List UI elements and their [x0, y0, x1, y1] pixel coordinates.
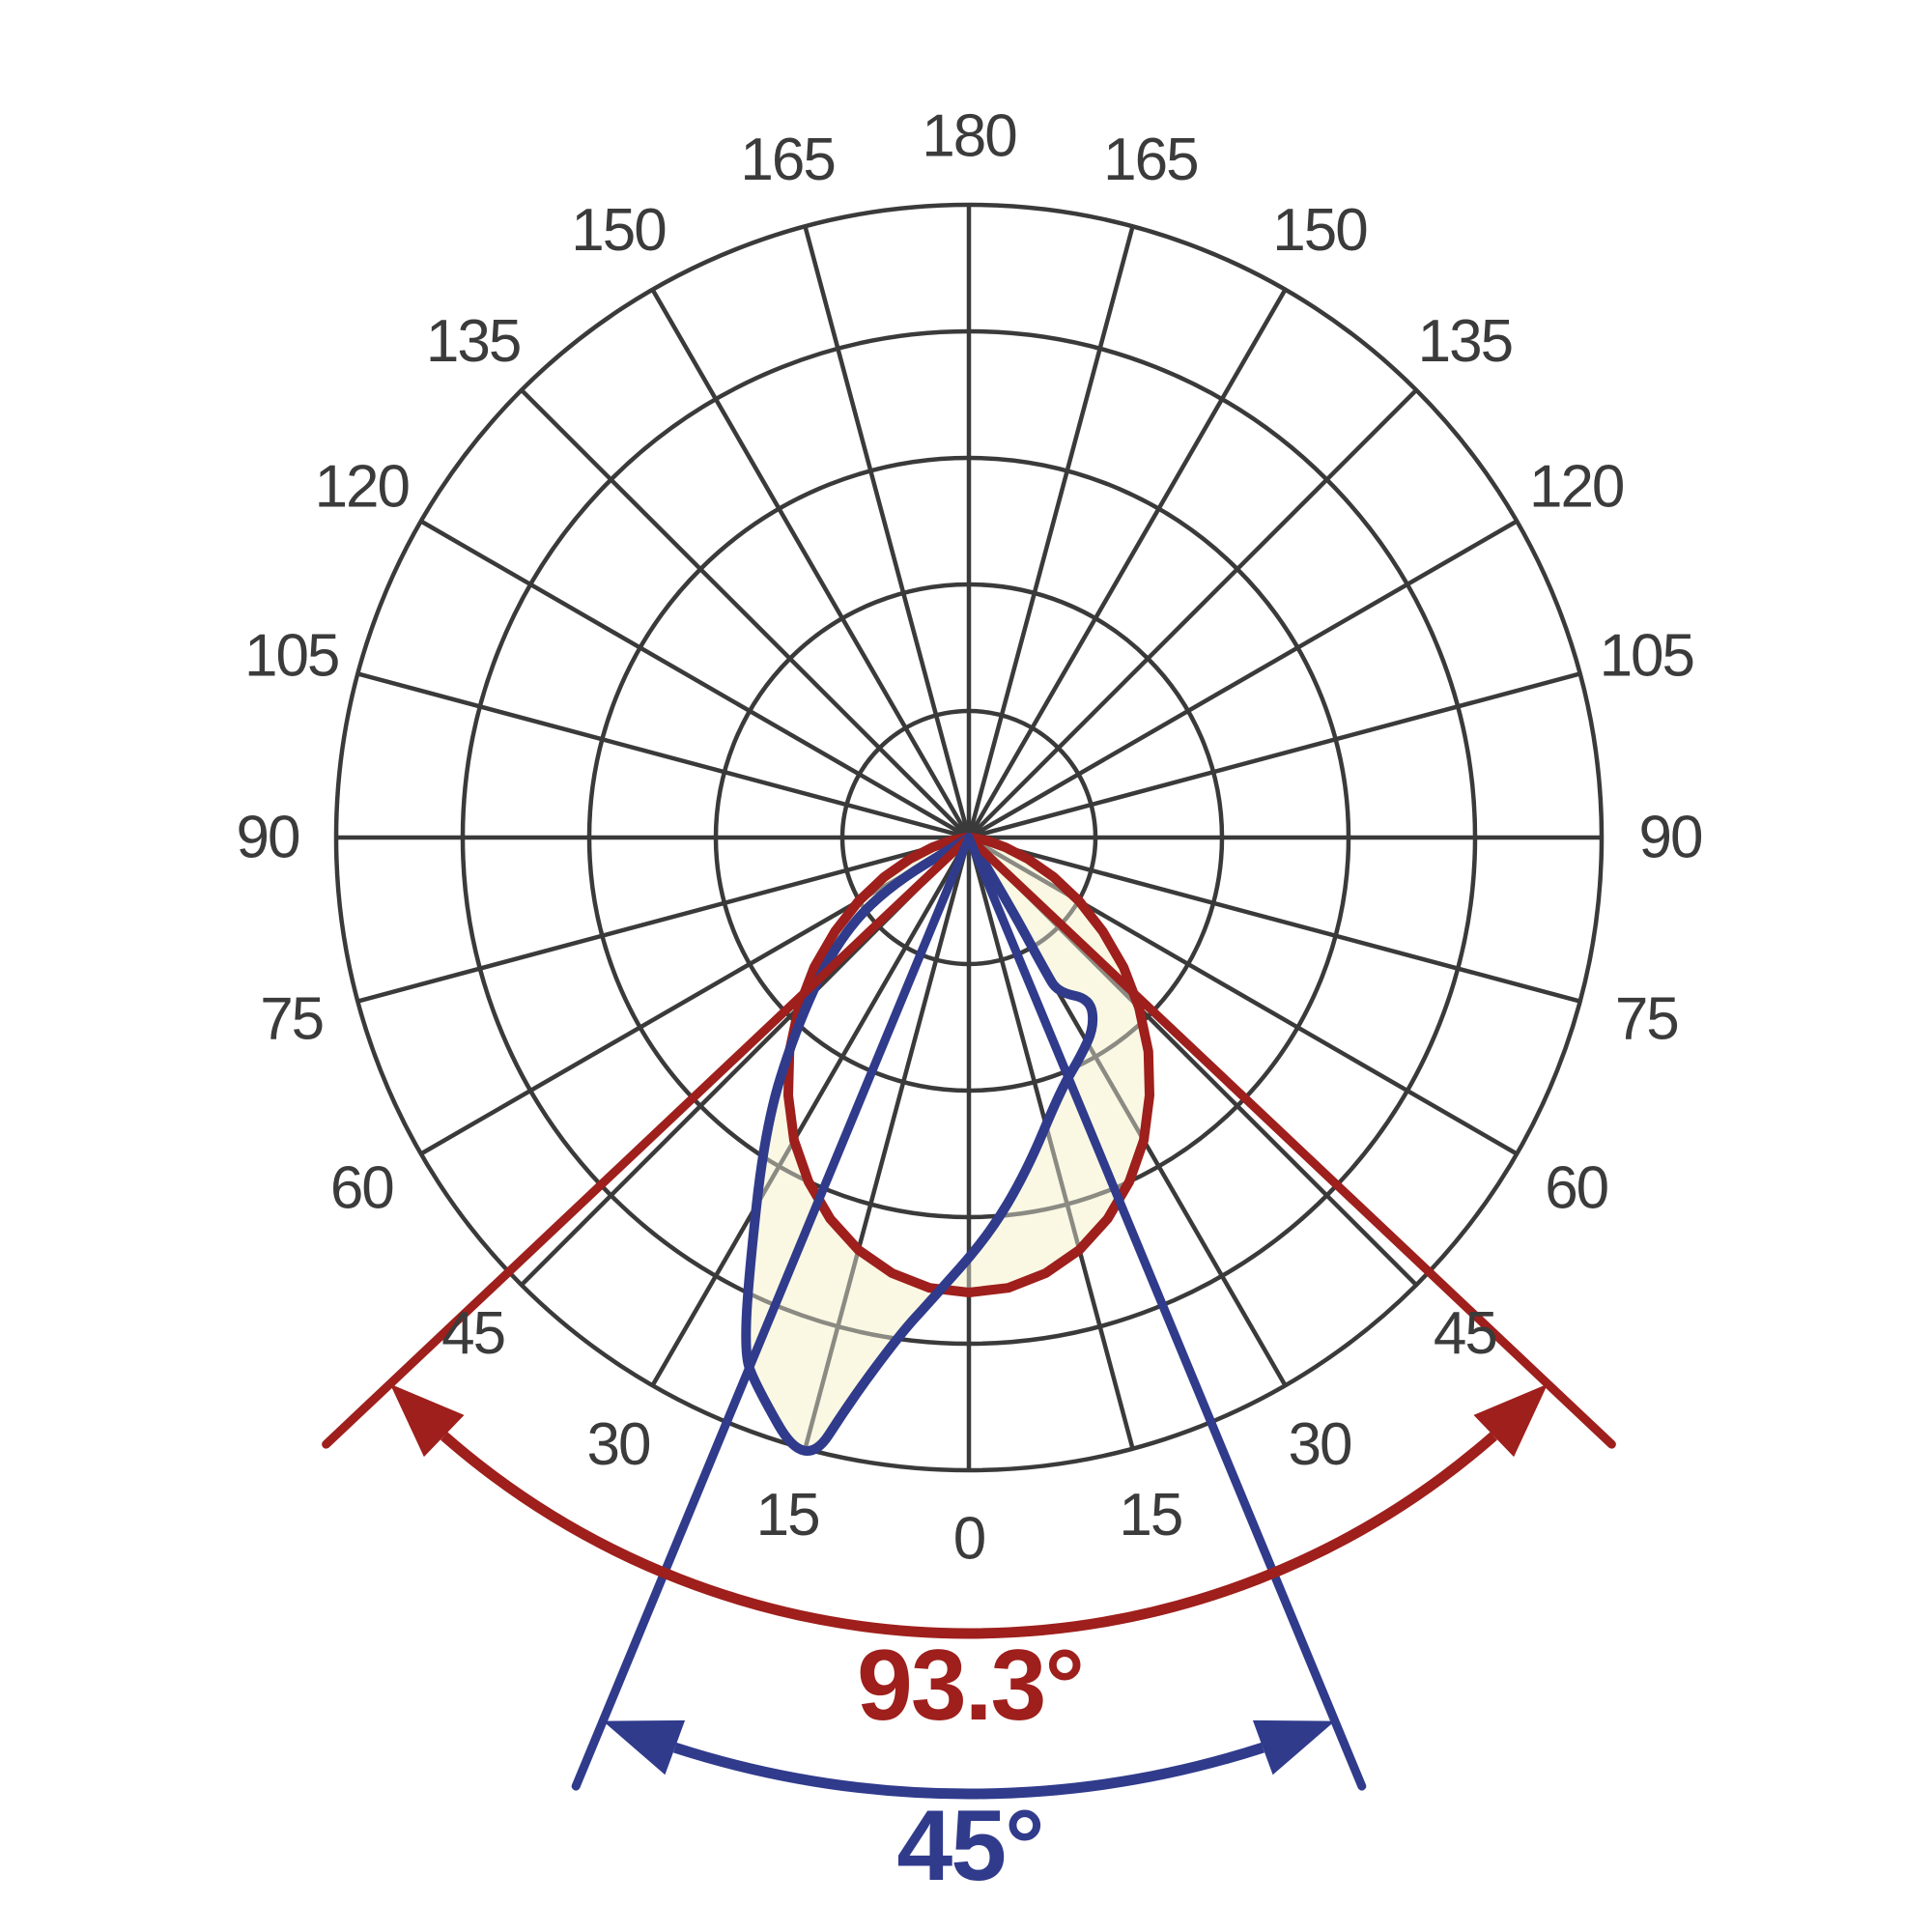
angle-tick-label: 15 — [1119, 1482, 1181, 1548]
beam-angle-arcs — [389, 1383, 1548, 1800]
wide-beam-curve — [783, 833, 1154, 1297]
angle-tick-label: 30 — [1289, 1411, 1351, 1478]
angle-tick-label: 60 — [1545, 1155, 1607, 1222]
angle-tick-label: 90 — [237, 805, 299, 871]
angle-tick-label: 135 — [1418, 308, 1512, 375]
grid-radial-line — [746, 838, 971, 1156]
angle-tick-label: 105 — [1600, 623, 1693, 690]
angle-tick-label: 15 — [756, 1482, 819, 1548]
grid-radial-line — [419, 519, 971, 839]
grid-radial-line — [967, 519, 1519, 839]
beam-boundary-lines — [322, 833, 1616, 1791]
grid-radial-line — [968, 835, 1581, 1004]
angle-tick-label: 45 — [1434, 1300, 1496, 1367]
angle-tick-label: 75 — [1615, 985, 1678, 1052]
wide-beam-angle-label: 93.3° — [857, 1630, 1083, 1742]
narrow-beam-angle-label: 45° — [896, 1790, 1042, 1902]
angle-tick-label: 150 — [1272, 197, 1367, 264]
angle-tick-label: 180 — [922, 103, 1016, 170]
angle-tick-label: 30 — [587, 1411, 650, 1478]
angle-tick-label: 90 — [1639, 805, 1702, 871]
wide_beam-arc-arrowhead-left — [389, 1383, 465, 1458]
angle-tick-label: 120 — [315, 454, 410, 521]
narrow_beam-boundary-line-left — [571, 833, 974, 1791]
angle-tick-label: 150 — [571, 197, 666, 264]
wide_beam-boundary-line-right — [964, 833, 1616, 1449]
angle-tick-label: 105 — [244, 623, 338, 690]
angle-tick-label: 60 — [330, 1155, 393, 1222]
grid-radial-line — [803, 225, 972, 838]
angle-tick-label: 135 — [426, 308, 520, 375]
wide_beam-angle-arc — [440, 1432, 1497, 1639]
beam-curves — [741, 833, 1154, 1456]
narrow_beam-boundary-line-right — [964, 833, 1367, 1791]
polar-grid — [333, 202, 1605, 1473]
angle-tick-label: 45 — [441, 1300, 504, 1367]
wide_beam-boundary-line-left — [322, 833, 974, 1449]
grid-radial-line — [520, 388, 971, 839]
grid-radial-line — [967, 388, 1418, 839]
angle-tick-label: 165 — [1103, 127, 1197, 193]
narrow_beam-arc-arrowhead-left — [603, 1719, 686, 1776]
angle-tick-label: 0 — [953, 1506, 985, 1573]
angle-tick-label: 75 — [260, 985, 323, 1052]
grid-radial-line — [650, 836, 971, 1387]
grid-radial-line — [650, 288, 971, 839]
grid-radial-line — [966, 225, 1135, 838]
narrow_beam-angle-arc — [673, 1742, 1264, 1800]
grid-radial-line — [356, 835, 970, 1004]
angle-tick-label: 120 — [1529, 454, 1624, 521]
grid-radial-line — [968, 671, 1581, 840]
narrow-beam-curve — [741, 833, 1098, 1456]
narrow_beam-arc-arrowhead-right — [1252, 1719, 1335, 1776]
angle-tick-label: 165 — [740, 127, 834, 193]
wide_beam-arc-arrowhead-right — [1473, 1383, 1548, 1458]
grid-radial-line — [967, 288, 1288, 839]
grid-radial-line — [356, 671, 970, 840]
grid-radial-line — [967, 838, 1150, 1156]
